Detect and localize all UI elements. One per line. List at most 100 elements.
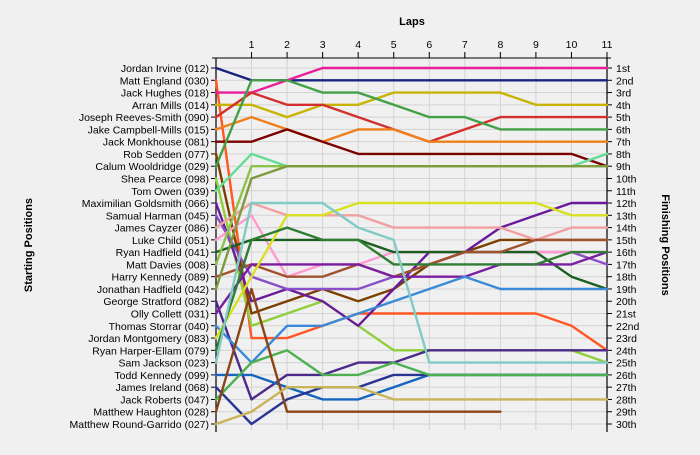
driver-position-line [214,349,609,401]
starting-driver-label: Luke Child (051) [132,235,209,247]
finish-position-label: 3rd [616,88,631,100]
x-tick-label: 4 [355,39,361,51]
finish-position-label: 11th [616,186,636,198]
driver-position-line [214,250,609,315]
starting-driver-label: Jake Campbell-Mills (015) [88,124,209,136]
x-tick-label: 7 [462,39,468,51]
starting-driver-label: Todd Kennedy (099) [114,370,209,382]
driver-position-line [214,214,609,278]
starting-driver-label: Matthew Round-Garrido (027) [70,419,209,431]
starting-driver-label: Harry Kennedy (089) [112,272,209,284]
driver-position-line [214,386,609,426]
finish-position-label: 29th [616,407,637,419]
starting-driver-label: Jack Monkhouse (081) [103,137,209,149]
starting-driver-label: Matt Davies (008) [126,259,209,271]
starting-driver-label: Calum Wooldridge (029) [95,161,209,173]
x-tick-label: 5 [391,39,397,51]
finish-position-label: 9th [616,161,631,173]
x-tick-label: 10 [566,39,578,51]
finish-position-label: 4th [616,100,631,112]
starting-driver-label: Maximilian Goldsmith (066) [82,198,209,210]
starting-driver-label: Joseph Reeves-Smith (090) [79,112,209,124]
starting-driver-label: Tom Owen (039) [131,186,209,198]
driver-position-line [214,238,609,291]
driver-position-line [214,152,609,193]
finish-position-label: 28th [616,394,637,406]
x-tick-label: 1 [249,39,255,51]
driver-position-line [214,275,609,364]
finish-position-label: 7th [616,137,631,149]
driver-position-line [214,287,502,413]
driver-position-line [214,226,609,352]
driver-labels: 1st2nd3rd4th5th6th7th8th9th10th11th12th1… [70,63,640,431]
starting-driver-label: James Cayzer (086) [114,223,209,235]
finish-position-label: 8th [616,149,631,161]
finish-position-label: 6th [616,124,631,136]
x-tick-label: 9 [533,39,539,51]
finish-position-label: 26th [616,370,637,382]
finish-position-label: 16th [616,247,637,259]
starting-driver-label: James Ireland (068) [116,382,209,394]
finish-position-label: 25th [616,358,637,370]
driver-position-line [214,201,609,364]
starting-driver-label: Jordan Montgomery (083) [88,333,209,345]
finish-position-label: 30th [616,419,637,431]
chart-title: Laps [399,16,425,28]
driver-position-line [214,164,609,291]
starting-driver-label: Thomas Storrar (040) [109,321,209,333]
finish-position-label: 1st [616,63,630,75]
starting-driver-label: Jonathan Hadfield (042) [97,284,209,296]
starting-driver-label: Arran Mills (014) [132,100,209,112]
finish-position-label: 23rd [616,333,637,345]
driver-position-line [214,79,609,352]
finish-position-label: 13th [616,210,637,222]
starting-driver-label: Sam Jackson (023) [119,358,209,370]
starting-driver-label: Samual Harman (045) [106,210,209,222]
driver-position-line [214,91,609,119]
y-axis-right-label: Finishing Positions [659,194,671,295]
finish-position-label: 5th [616,112,631,124]
starting-driver-label: Matthew Haughton (028) [93,407,209,419]
x-tick-label: 8 [497,39,503,51]
driver-position-line [214,79,609,168]
starting-driver-label: Matt England (030) [120,75,209,87]
finish-position-label: 10th [616,173,637,185]
finish-position-label: 14th [616,223,637,235]
x-tick-label: 3 [320,39,326,51]
driver-position-line [214,66,609,94]
finish-position-label: 12th [616,198,637,210]
finish-position-label: 17th [616,259,637,271]
x-tick-label: 11 [602,39,613,51]
finish-position-label: 21st [616,309,636,321]
finish-position-label: 20th [616,296,637,308]
finish-position-label: 24th [616,345,637,357]
driver-position-line [214,201,609,340]
starting-driver-label: Olly Collett (031) [131,309,209,321]
driver-position-line [214,128,609,168]
position-lines [214,66,609,426]
starting-driver-label: Ryan Harper-Ellam (079) [92,345,209,357]
driver-position-line [214,201,609,242]
starting-driver-label: Shea Pearce (098) [121,173,209,185]
grid: 1 2 3 4 5 6 7 8 9 10 11 [211,39,613,432]
finish-position-label: 15th [616,235,637,247]
starting-driver-label: Jack Hughes (018) [121,88,209,100]
starting-driver-label: Jack Roberts (047) [120,394,209,406]
driver-position-line [214,238,609,278]
starting-driver-label: George Stratford (082) [103,296,209,308]
starting-driver-label: Jordan Irvine (012) [121,63,209,75]
starting-driver-label: Rob Sedden (077) [123,149,209,161]
driver-position-line [214,300,609,401]
finish-position-label: 18th [616,272,637,284]
starting-driver-label: Ryan Hadfield (041) [116,247,209,259]
finish-position-label: 22nd [616,321,640,333]
driver-position-line [214,66,609,82]
y-axis-left-label: Starting Positions [23,198,35,292]
finish-position-label: 2nd [616,75,634,87]
x-tick-label: 2 [284,39,290,51]
x-tick-label: 6 [426,39,432,51]
finish-position-label: 27th [616,382,637,394]
driver-position-line [214,115,609,143]
